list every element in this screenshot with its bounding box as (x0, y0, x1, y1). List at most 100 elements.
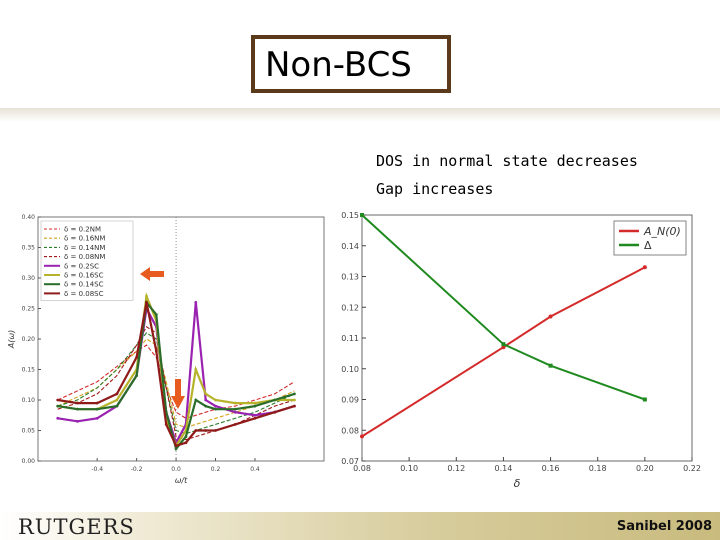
data-point (135, 355, 139, 359)
data-point (194, 301, 198, 304)
legend-label: δ = 0.14SC (64, 281, 104, 289)
data-point (253, 401, 257, 405)
data-point (253, 416, 257, 420)
x-tick-label: 0.18 (589, 464, 607, 473)
series-line (361, 214, 646, 401)
x-axis-label: δ (514, 477, 521, 490)
x-tick-label: 0.12 (447, 464, 465, 473)
arrow-left-icon (140, 267, 164, 281)
data-point (184, 435, 188, 438)
data-point (95, 401, 99, 405)
x-axis-label: ω/t (175, 476, 188, 485)
slide-title: Non-BCS (265, 45, 412, 85)
y-tick-label: 0.35 (22, 245, 36, 252)
x-tick-label: 0.20 (636, 464, 654, 473)
data-point (145, 294, 148, 298)
data-point (56, 416, 60, 420)
data-point (76, 401, 79, 405)
y-tick-label: 0.07 (341, 457, 359, 466)
y-tick-label: 0.12 (341, 303, 359, 312)
data-point (56, 404, 60, 408)
data-point (360, 213, 364, 217)
data-point (194, 398, 198, 402)
y-tick-label: 0.09 (341, 396, 359, 405)
data-point (233, 407, 237, 411)
note-gap: Gap increases (376, 180, 494, 198)
data-point (115, 404, 119, 408)
x-tick-label: 0.22 (683, 464, 701, 473)
data-point (293, 398, 296, 402)
data-point (642, 397, 647, 402)
x-tick-label: 0.4 (250, 466, 260, 473)
data-point (154, 313, 158, 316)
legend-box (40, 220, 134, 301)
y-tick-label: 0.14 (341, 242, 359, 251)
legend-label: δ = 0.14NM (64, 244, 105, 252)
y-tick-label: 0.25 (22, 306, 36, 313)
data-point (115, 398, 119, 402)
data-point (174, 447, 178, 451)
data-point (95, 416, 99, 420)
data-point (233, 401, 237, 405)
note-dos: DOS in normal state decreases (376, 152, 638, 170)
data-point (204, 398, 208, 402)
data-point (76, 407, 79, 411)
data-point (501, 342, 506, 347)
x-tick-label: 0.10 (400, 464, 418, 473)
legend-label: δ = 0.2NM (64, 226, 101, 234)
data-point (233, 423, 237, 426)
data-point (204, 404, 208, 408)
legend-label: δ = 0.2SC (64, 262, 99, 270)
data-point (360, 434, 364, 439)
data-point (204, 392, 208, 396)
data-point (95, 407, 99, 411)
data-point (273, 410, 277, 414)
footer-event: Sanibel 2008 (616, 519, 712, 534)
dos-chart: -0.4 -0.2 0.0 0.2 0.4 0.00 0.05 0.10 0.15 0.20 0.2… (7, 214, 325, 485)
data-point (273, 398, 277, 402)
legend-label: A_N(0) (643, 225, 681, 238)
data-point (548, 363, 553, 368)
data-point (253, 413, 257, 417)
x-tick-label: 0.14 (495, 464, 513, 473)
data-point (194, 429, 198, 432)
data-point (56, 398, 60, 402)
data-point (194, 368, 198, 371)
data-point (174, 444, 178, 448)
y-tick-label: 0.11 (341, 334, 359, 343)
y-tick-label: 0.13 (341, 273, 359, 282)
data-point (154, 349, 158, 353)
data-point (293, 404, 296, 408)
y-tick-label: 0.20 (22, 336, 36, 343)
data-point (214, 404, 217, 408)
gap-chart: 0.08 0.10 0.12 0.14 0.16 0.18 0.20 0.220.070.08… (341, 211, 701, 490)
data-point (548, 314, 553, 319)
data-point (76, 419, 79, 423)
title-box: Non-BCS (251, 35, 451, 93)
data-point (115, 392, 119, 396)
data-point (214, 398, 217, 402)
rutgers-logo: RUTGERS (18, 515, 135, 539)
data-point (642, 265, 647, 270)
data-point (135, 374, 139, 377)
x-tick-label: -0.4 (91, 466, 103, 473)
x-tick-label: 0.08 (353, 464, 371, 473)
data-point (501, 345, 506, 350)
legend-label: Δ (644, 239, 652, 252)
legend-label: δ = 0.08SC (64, 290, 104, 298)
legend-label: δ = 0.16NM (64, 235, 105, 243)
y-axis-label: A(ω) (7, 330, 16, 349)
y-tick-label: 0.15 (22, 367, 36, 374)
series-line (361, 266, 646, 438)
footer-band (0, 512, 720, 540)
data-point (184, 441, 188, 445)
data-point (233, 410, 237, 414)
plot-frame (361, 214, 693, 462)
data-point (253, 404, 257, 408)
data-point (164, 423, 168, 426)
y-tick-label: 0.40 (22, 214, 36, 221)
arrow-down-icon (171, 379, 185, 409)
data-point (145, 301, 148, 304)
data-point (293, 392, 296, 396)
legend-label: δ = 0.16SC (64, 272, 104, 280)
